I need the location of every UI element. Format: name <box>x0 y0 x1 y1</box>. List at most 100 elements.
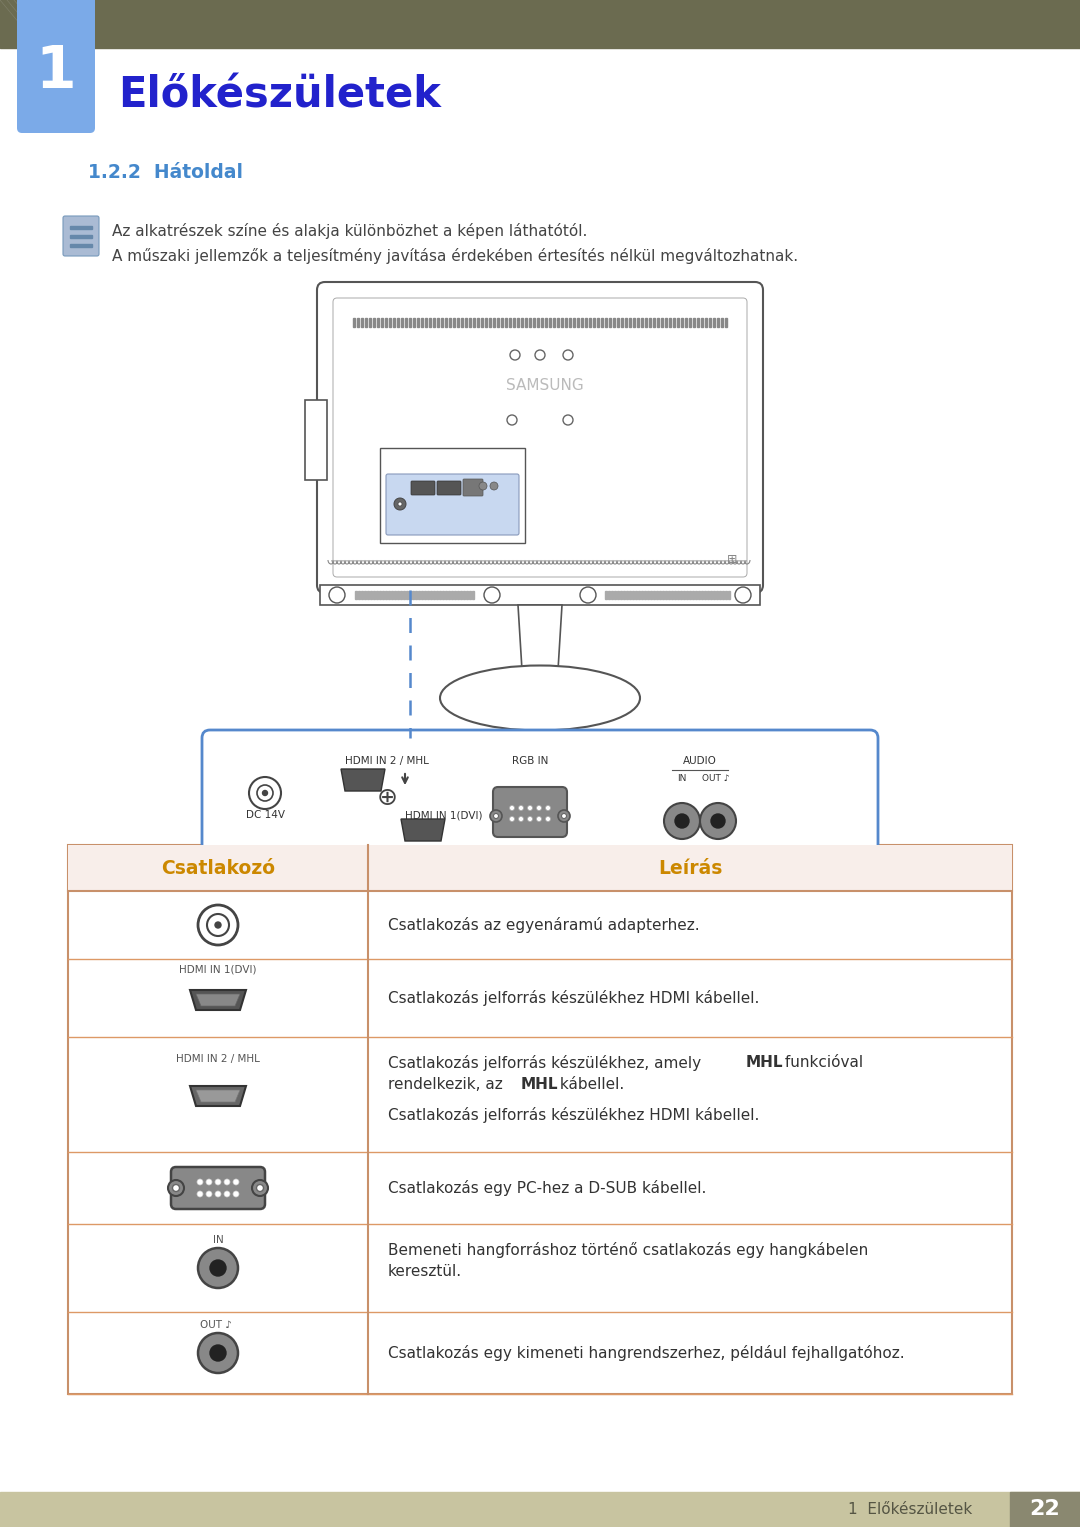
Bar <box>406 591 407 599</box>
Bar <box>565 318 567 327</box>
Bar <box>685 318 687 327</box>
Bar <box>417 318 419 327</box>
Bar <box>716 591 717 599</box>
Bar <box>681 318 683 327</box>
Text: HDMI IN 2 / MHL: HDMI IN 2 / MHL <box>176 1054 260 1064</box>
Bar <box>617 591 619 599</box>
Circle shape <box>490 809 502 822</box>
Bar <box>449 318 451 327</box>
Bar <box>397 318 399 327</box>
FancyBboxPatch shape <box>318 282 762 592</box>
Bar <box>415 591 417 599</box>
Bar <box>674 591 675 599</box>
Text: kábellel.: kábellel. <box>555 1077 624 1092</box>
Bar <box>489 318 491 327</box>
Text: MHL: MHL <box>746 1055 783 1070</box>
Circle shape <box>224 1191 230 1197</box>
Bar <box>581 318 583 327</box>
Bar <box>683 591 685 599</box>
Polygon shape <box>341 770 384 791</box>
Circle shape <box>262 791 268 796</box>
Bar <box>585 318 588 327</box>
Bar <box>677 318 679 327</box>
Bar <box>357 318 359 327</box>
Text: Előkészületek: Előkészületek <box>118 73 441 116</box>
Circle shape <box>394 498 406 510</box>
Bar <box>653 591 654 599</box>
Bar <box>472 591 473 599</box>
Bar <box>613 318 615 327</box>
Text: SAMSUNG: SAMSUNG <box>507 377 584 392</box>
Bar <box>705 318 707 327</box>
Bar <box>609 318 611 327</box>
Polygon shape <box>190 1086 246 1106</box>
Bar <box>361 318 363 327</box>
Bar <box>477 318 480 327</box>
Bar <box>469 591 471 599</box>
FancyBboxPatch shape <box>63 215 99 257</box>
Bar <box>637 318 639 327</box>
Circle shape <box>562 814 567 818</box>
Bar <box>377 318 379 327</box>
Bar <box>708 318 711 327</box>
Text: 1: 1 <box>36 43 77 101</box>
Bar <box>626 591 627 599</box>
Bar <box>357 591 360 599</box>
Bar <box>453 318 455 327</box>
Bar <box>405 318 407 327</box>
Bar <box>642 591 643 599</box>
Bar <box>525 318 527 327</box>
Bar <box>553 318 555 327</box>
Bar <box>611 591 612 599</box>
Bar <box>421 318 423 327</box>
Text: HDMI IN 1(DVI): HDMI IN 1(DVI) <box>179 965 257 976</box>
Bar <box>394 591 395 599</box>
Bar <box>521 318 523 327</box>
Circle shape <box>518 806 524 811</box>
Text: OUT ♪: OUT ♪ <box>200 1319 232 1330</box>
Circle shape <box>711 814 725 828</box>
Text: Csatlakozás jelforrás készülékhez, amely: Csatlakozás jelforrás készülékhez, amely <box>388 1055 706 1070</box>
Bar <box>369 318 372 327</box>
Bar <box>429 318 431 327</box>
Bar <box>505 318 507 327</box>
Bar <box>656 591 658 599</box>
Bar <box>418 591 419 599</box>
Bar <box>509 318 511 327</box>
Text: HDMI IN 1(DVI): HDMI IN 1(DVI) <box>405 809 483 820</box>
Circle shape <box>480 483 487 490</box>
Bar <box>577 318 579 327</box>
Text: IN: IN <box>213 1235 224 1245</box>
Bar <box>638 591 639 599</box>
Text: OUT ♪: OUT ♪ <box>702 774 730 783</box>
Bar <box>454 591 456 599</box>
FancyBboxPatch shape <box>380 447 525 544</box>
Bar <box>620 591 621 599</box>
Bar <box>615 591 616 599</box>
Circle shape <box>173 1185 179 1191</box>
Bar <box>717 318 719 327</box>
Bar <box>448 591 449 599</box>
Text: Csatlakozás jelforrás készülékhez HDMI kábellel.: Csatlakozás jelforrás készülékhez HDMI k… <box>388 989 759 1006</box>
Text: MHL: MHL <box>521 1077 558 1092</box>
Bar <box>382 591 383 599</box>
Bar <box>492 318 495 327</box>
Bar <box>621 318 623 327</box>
Bar <box>460 591 461 599</box>
Circle shape <box>210 1345 226 1361</box>
Bar <box>445 318 447 327</box>
Bar <box>481 318 483 327</box>
Circle shape <box>664 803 700 838</box>
Circle shape <box>197 1191 203 1197</box>
Bar <box>465 318 467 327</box>
Bar <box>388 591 390 599</box>
Bar <box>0 1492 1080 1527</box>
Bar <box>650 591 651 599</box>
Bar <box>713 318 715 327</box>
Bar <box>397 591 399 599</box>
Bar <box>662 591 663 599</box>
Bar <box>68 844 1012 1394</box>
Text: Csatlakozás egy PC-hez a D-SUB kábellel.: Csatlakozás egy PC-hez a D-SUB kábellel. <box>388 1180 706 1196</box>
Bar <box>409 591 410 599</box>
Bar <box>644 591 646 599</box>
